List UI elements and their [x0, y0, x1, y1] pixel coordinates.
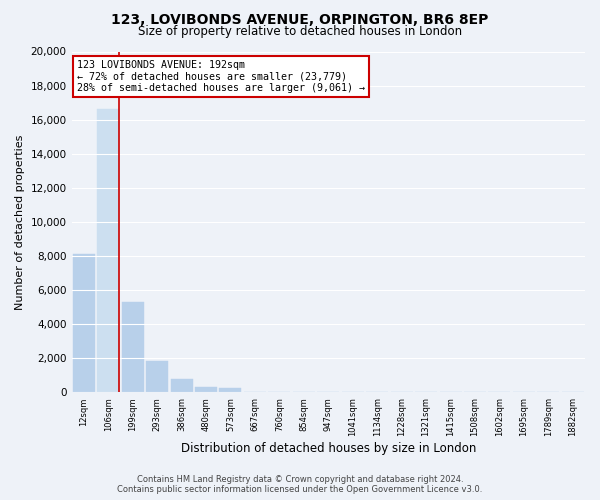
- Bar: [170, 379, 193, 392]
- Bar: [220, 388, 241, 392]
- Bar: [97, 110, 119, 393]
- Text: 123, LOVIBONDS AVENUE, ORPINGTON, BR6 8EP: 123, LOVIBONDS AVENUE, ORPINGTON, BR6 8E…: [112, 12, 488, 26]
- X-axis label: Distribution of detached houses by size in London: Distribution of detached houses by size …: [181, 442, 476, 455]
- Text: 123 LOVIBONDS AVENUE: 192sqm
← 72% of detached houses are smaller (23,779)
28% o: 123 LOVIBONDS AVENUE: 192sqm ← 72% of de…: [77, 60, 365, 93]
- Text: Size of property relative to detached houses in London: Size of property relative to detached ho…: [138, 25, 462, 38]
- Bar: [195, 387, 217, 392]
- Bar: [146, 361, 168, 392]
- Text: Contains HM Land Registry data © Crown copyright and database right 2024.
Contai: Contains HM Land Registry data © Crown c…: [118, 474, 482, 494]
- Bar: [73, 254, 95, 392]
- Y-axis label: Number of detached properties: Number of detached properties: [15, 134, 25, 310]
- Bar: [122, 302, 143, 392]
